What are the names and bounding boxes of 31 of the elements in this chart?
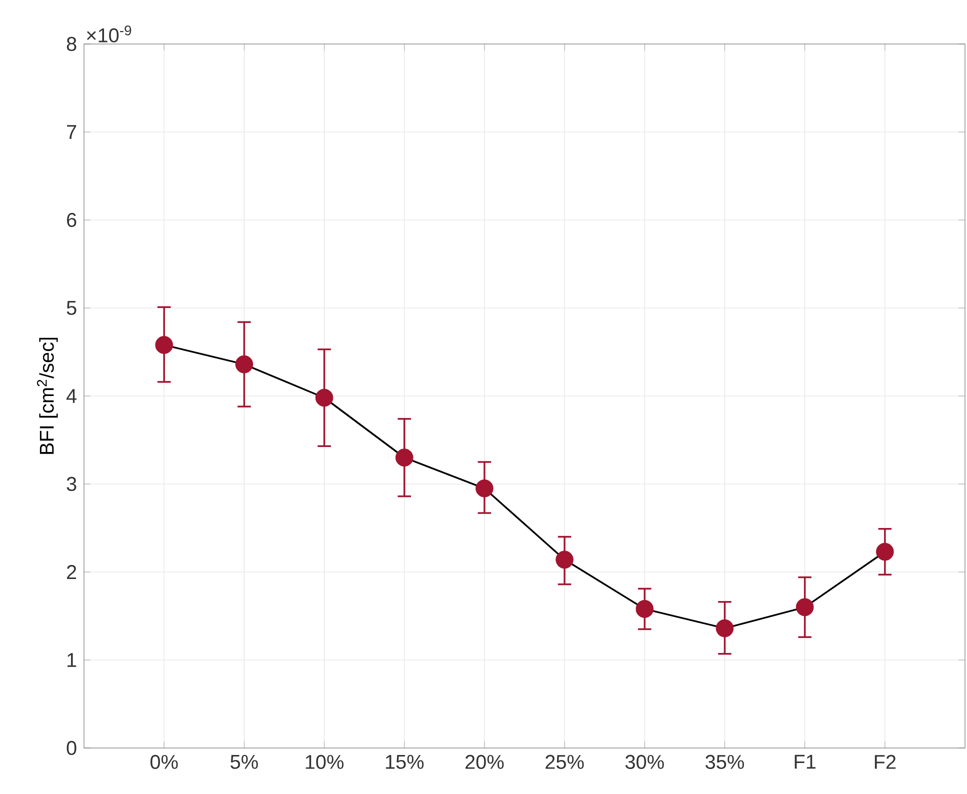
x-tick-label: 35% [706, 754, 744, 769]
x-tick-label: 30% [625, 754, 664, 769]
y-tick-label: 4 [66, 389, 77, 403]
point [636, 600, 654, 618]
x-tick-label: 10% [306, 754, 344, 769]
x-tick-label: 25% [546, 754, 584, 769]
point [315, 388, 334, 407]
y-tick-label: 1 [68, 653, 76, 667]
point [476, 479, 494, 498]
point [395, 448, 414, 466]
x-tick-label: 15% [386, 754, 424, 769]
point [796, 598, 814, 616]
y-tick-label: 3 [66, 476, 76, 492]
point [155, 336, 173, 354]
x-tick-label: 5% [230, 754, 258, 769]
x-tick-label: 20% [466, 754, 504, 769]
y-tick-label: 6 [67, 212, 76, 228]
y-tick-label: 2 [67, 565, 76, 579]
x-tick-label: 0% [150, 754, 178, 769]
point [716, 619, 734, 638]
x-tick-label: F2 [874, 754, 896, 769]
y-tick-label: 0 [66, 740, 76, 756]
point [556, 550, 574, 569]
x-tick-label: F1 [794, 754, 816, 769]
point [235, 355, 254, 374]
point [876, 542, 894, 561]
y-axis-title: BFI [cm$^{2}$/sec] [36, 338, 58, 454]
y-tick-label: 5 [66, 301, 76, 315]
y-tick-label: 8 [66, 36, 76, 52]
text: ×10$^{-9}$ [86, 26, 132, 42]
y-tick-label: 7 [67, 125, 76, 139]
